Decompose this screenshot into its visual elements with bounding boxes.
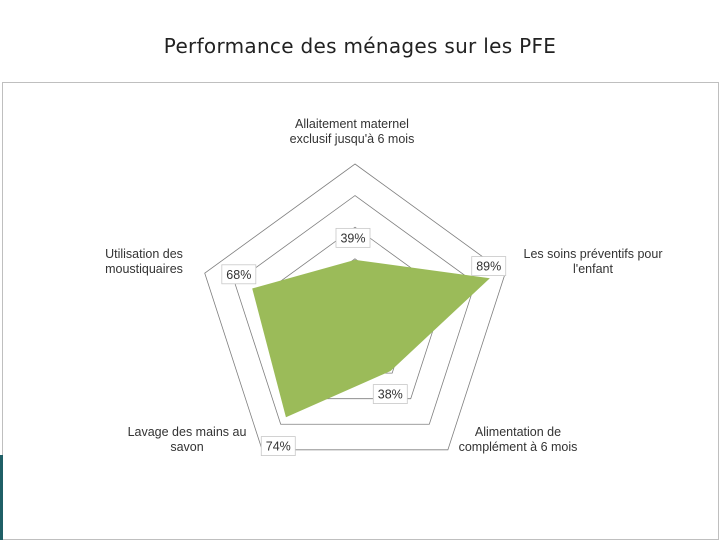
- value-label-4: 68%: [221, 264, 257, 285]
- value-label-box: [372, 384, 408, 404]
- slide-title: Performance des ménages sur les PFE: [163, 34, 557, 58]
- value-label-box: [471, 256, 507, 276]
- radar-data-area: [252, 259, 490, 418]
- value-label-box: [260, 436, 296, 456]
- value-label-text: 39%: [340, 231, 365, 245]
- axis-label-alimentation: Alimentation de complément à 6 mois: [458, 425, 578, 454]
- value-label-text: 74%: [266, 440, 291, 454]
- value-label-box: [221, 264, 257, 285]
- value-label-text: 38%: [378, 388, 403, 402]
- value-label-1: 89%: [471, 256, 507, 276]
- value-label-3: 74%: [260, 436, 296, 456]
- axis-label-moustiquaires: Utilisation des moustiquaires: [105, 247, 183, 276]
- axis-label-soins-preventifs: Les soins préventifs pour l'enfant: [523, 247, 663, 276]
- value-label-text: 89%: [476, 260, 501, 274]
- value-label-box: [335, 227, 371, 248]
- value-label-text: 68%: [226, 268, 251, 282]
- value-label-2: 38%: [372, 384, 408, 404]
- axis-label-allaitement: Allaitement maternel exclusif jusqu'à 6 …: [289, 117, 415, 146]
- radar-grid-ring-5: [204, 163, 506, 451]
- value-label-0: 39%: [335, 227, 371, 248]
- axis-label-lavage-mains: Lavage des mains au savon: [127, 425, 247, 454]
- left-accent-bar: [0, 455, 3, 540]
